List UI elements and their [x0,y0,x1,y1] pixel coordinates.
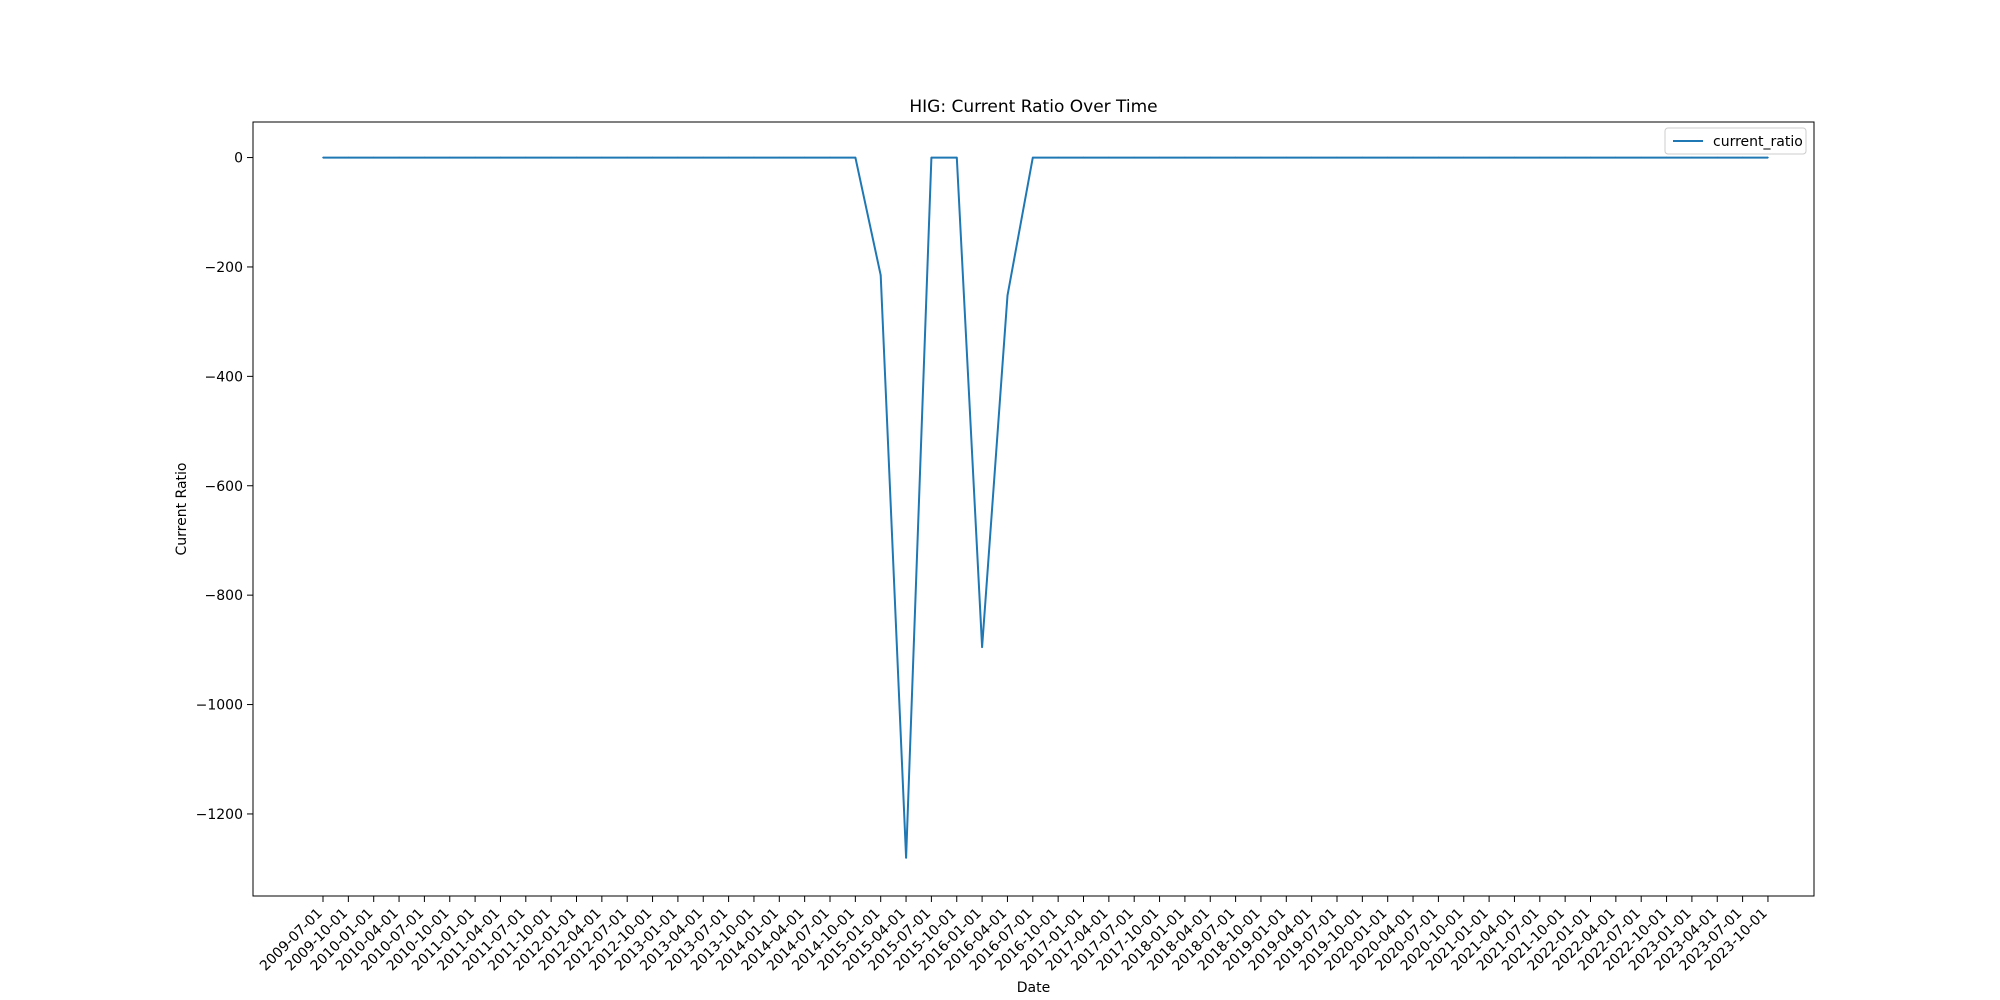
data-point [879,274,882,276]
data-point [1412,156,1414,159]
data-point [448,156,451,159]
y-tick-label: 0 [234,151,243,167]
legend-label: current_ratio [1713,134,1803,150]
data-point [601,156,603,159]
data-point [550,156,552,159]
data-point [1209,156,1212,159]
data-point [1361,156,1364,159]
data-point [1462,156,1465,159]
data-point [778,156,781,159]
data-point [1260,156,1262,159]
y-axis-title: Current Ratio [174,463,190,556]
data-point [474,156,476,159]
data-point [651,156,654,159]
data-point [322,156,324,159]
data-point [1589,156,1592,159]
data-point [499,156,502,159]
data-point [1006,294,1009,297]
y-tick-label: −400 [205,369,243,385]
data-point [905,856,907,859]
data-point [753,156,755,159]
data-point [955,156,958,159]
y-tick-label: −1200 [196,807,243,823]
data-point [677,156,679,159]
data-point [1488,156,1490,159]
legend: current_ratio [1664,127,1807,155]
data-point [423,156,426,159]
data-point [854,156,857,159]
y-tick-label: −600 [205,479,243,495]
data-point [1082,156,1085,159]
data-point [1564,156,1566,159]
data-point [1665,156,1668,159]
data-point [1133,156,1135,159]
data-point [1513,156,1516,159]
data-point [575,156,578,159]
data-point [372,156,375,159]
data-point [347,156,350,159]
data-point [1310,156,1313,159]
y-tick-label: −200 [205,260,243,276]
series-line-current_ratio [323,156,1768,859]
data-point [702,156,705,159]
data-point [1336,156,1338,159]
data-point [1539,156,1541,159]
legend-box [1664,127,1807,155]
data-point [626,156,628,159]
data-point [1285,156,1288,159]
y-tick-label: −1000 [196,698,243,714]
data-point [1437,156,1440,159]
data-point [1108,156,1110,159]
data-point [1615,156,1617,159]
data-point [1767,156,1769,159]
y-axis: 0 −200 −400 −600 −800 −1000 −1200 [196,151,253,823]
data-point [525,156,527,159]
y-tick-label: −800 [205,588,243,604]
data-point [398,156,400,159]
data-point [981,646,983,648]
plot-area [322,156,1769,859]
data-point [1184,156,1186,159]
x-axis: 2009-07-012009-10-012010-01-012010-04-01… [257,896,1771,974]
data-point [1057,156,1059,159]
chart-title: HIG: Current Ratio Over Time [909,97,1157,117]
x-axis-title: Date [1017,980,1050,996]
data-point [1158,156,1161,159]
data-point [803,156,806,159]
data-point [727,156,730,159]
data-point [1741,156,1744,159]
data-point [930,156,933,159]
data-point [1386,156,1389,159]
data-point [1716,156,1719,159]
data-point [1691,156,1693,159]
data-point [1234,156,1237,159]
data-point [1640,156,1642,159]
data-point [829,156,831,159]
data-point [1032,156,1034,159]
plot-frame [252,121,1815,897]
